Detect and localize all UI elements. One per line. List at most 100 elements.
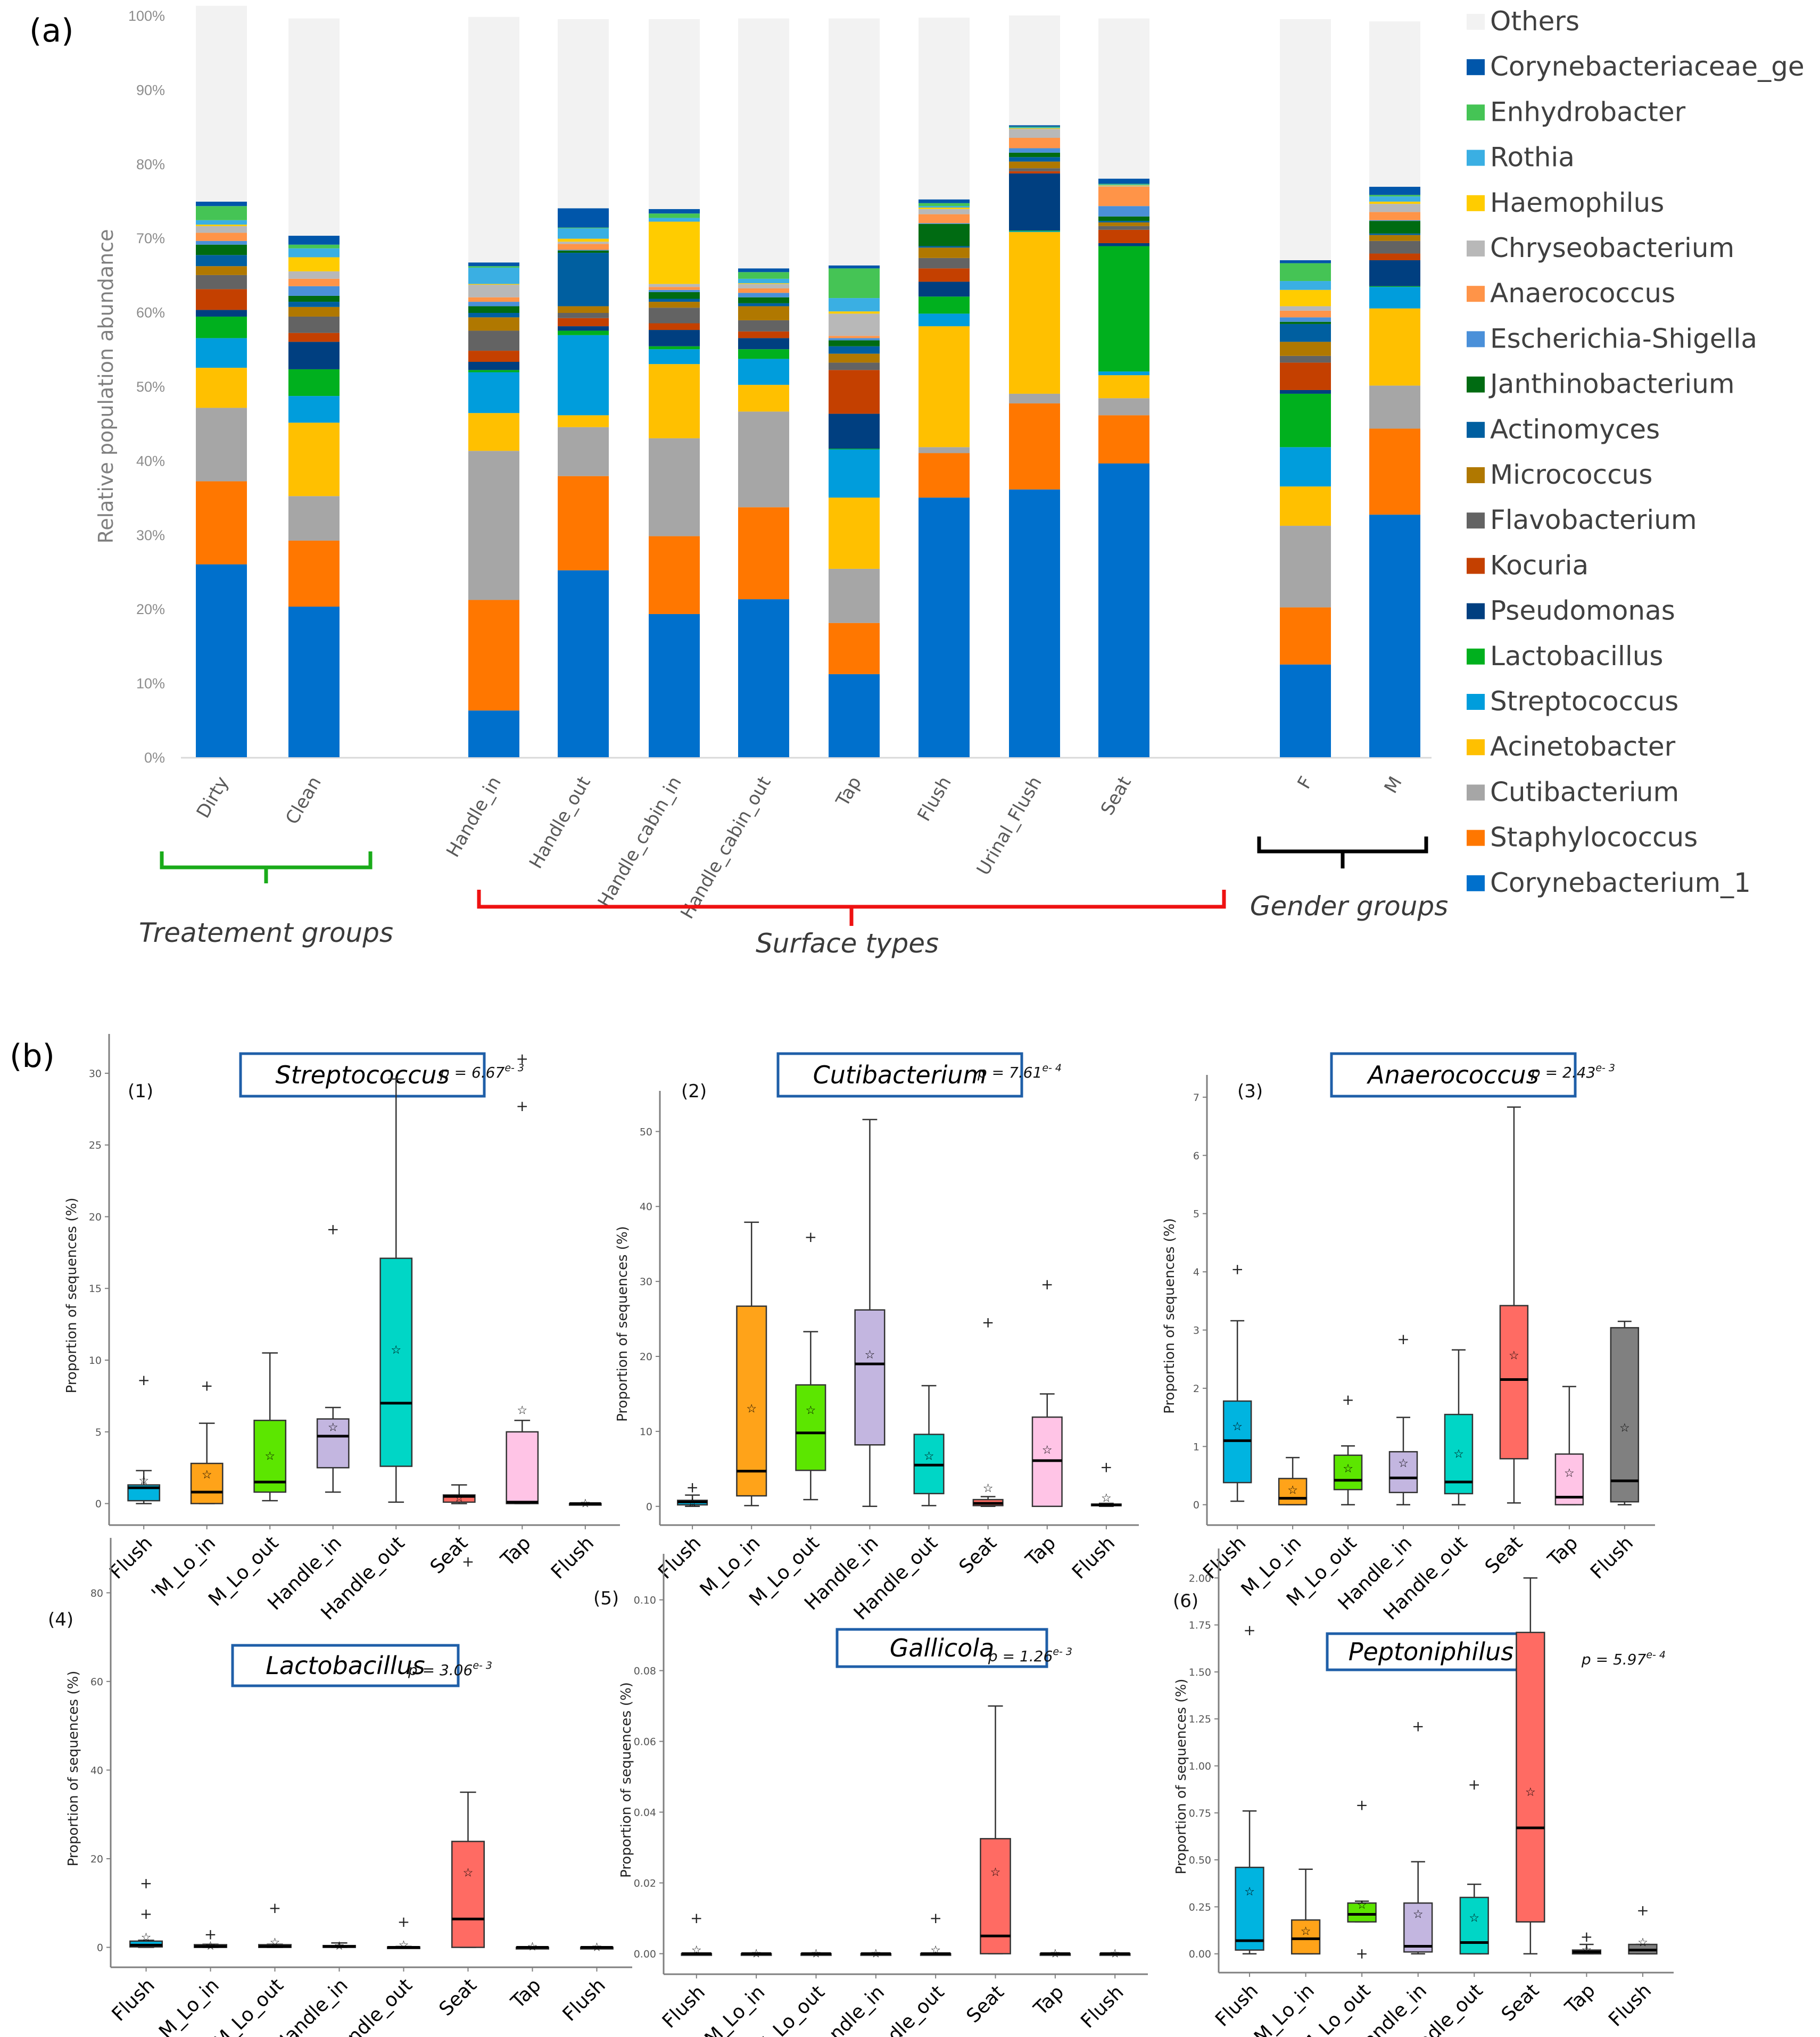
- bar-segment: [558, 250, 609, 253]
- bar-handle_out: [558, 19, 609, 757]
- box-iqr: [1278, 1478, 1308, 1505]
- p-value: p = 6.67e- 3: [440, 1062, 524, 1081]
- y-tick-label: 0.08: [634, 1665, 656, 1677]
- mean-marker: ☆: [399, 1939, 409, 1952]
- bar-segment: [1098, 187, 1149, 206]
- group-bracket: [1257, 837, 1428, 868]
- bar-segment: [919, 258, 970, 269]
- box-tap: ☆: [515, 1941, 549, 1954]
- bar-segment: [649, 308, 700, 324]
- bar-segment: [468, 302, 519, 307]
- bar-segment: [1098, 398, 1149, 416]
- mean-marker: ☆: [1356, 1899, 1367, 1912]
- bar-segment: [919, 214, 970, 223]
- bar-segment: [558, 312, 609, 318]
- legend-label: Chryseobacterium: [1490, 233, 1734, 263]
- bar-segment: [1369, 308, 1420, 386]
- panel-title: Streptococcus: [276, 1061, 450, 1089]
- boxplot-panel-6: 0.00 0.25 0.50 0.75 1.00 1.25 1.50 1.75 2.00 Prop…: [1173, 1549, 1674, 2037]
- bar-segment: [1369, 253, 1420, 261]
- x-tick-label: Seat: [955, 1532, 1001, 1578]
- mean-marker: ☆: [270, 1936, 280, 1949]
- bar-segment: [196, 244, 247, 255]
- bar-segment: [1280, 486, 1331, 526]
- bar-segment: [558, 19, 609, 209]
- bar-segment: [738, 303, 789, 307]
- outlier-marker: +: [1397, 1330, 1409, 1348]
- legend-swatch: [1467, 558, 1485, 574]
- outlier-marker: +: [690, 1909, 702, 1927]
- mean-marker: ☆: [1619, 1421, 1630, 1435]
- y-tick-label: 7: [1193, 1092, 1199, 1104]
- bar-segment: [288, 286, 340, 296]
- legend-swatch: [1467, 784, 1485, 801]
- bar-segment: [288, 342, 340, 369]
- box-handle_in: ☆+: [316, 1221, 350, 1493]
- y-tick-label: 0.00: [634, 1948, 656, 1960]
- legend-item: Streptococcus: [1467, 686, 1678, 717]
- bar-segment: [1280, 526, 1331, 608]
- y-tick-label: 80: [90, 1587, 103, 1599]
- y-tick-label: 20%: [136, 601, 165, 617]
- box-iqr: [1347, 1902, 1377, 1923]
- bar-segment: [1009, 125, 1060, 127]
- bar-segment: [649, 19, 700, 209]
- legend-label: Pseudomonas: [1490, 595, 1675, 626]
- legend-item: Chryseobacterium: [1467, 233, 1734, 263]
- bar-segment: [288, 278, 340, 286]
- bar-segment: [919, 247, 970, 258]
- panel-b-label: (b): [10, 1038, 55, 1075]
- bar-segment: [1280, 281, 1331, 290]
- bar-dirty: [196, 5, 247, 757]
- legend-item: Anaerococcus: [1467, 278, 1675, 309]
- bar-segment: [1009, 15, 1060, 126]
- bar-segment: [1280, 362, 1331, 390]
- outlier-marker: +: [1636, 1901, 1649, 1919]
- bar-segment: [196, 316, 247, 338]
- mean-marker: ☆: [517, 1404, 527, 1417]
- box-m_lo_in: ☆: [1278, 1456, 1308, 1505]
- x-tick-label: Flush: [1604, 1980, 1656, 2031]
- box-m_lo_in: ☆: [736, 1221, 767, 1506]
- bar-segment: [468, 351, 519, 362]
- y-tick-label: 15: [89, 1283, 102, 1295]
- legend-label: Janthinobacterium: [1488, 369, 1735, 400]
- bar-segment: [558, 208, 609, 228]
- bar-segment: [468, 330, 519, 351]
- bar-segment: [1369, 21, 1420, 187]
- box-m_lo_out: ☆: [253, 1352, 287, 1502]
- outlier-marker: +: [1041, 1276, 1053, 1293]
- x-tick-label: Tap: [1021, 1532, 1060, 1571]
- bar-segment: [1098, 375, 1149, 399]
- mean-marker: ☆: [924, 1450, 934, 1463]
- mean-marker: ☆: [691, 1944, 702, 1957]
- bar-segment: [649, 302, 700, 308]
- legend-label: Haemophilus: [1490, 187, 1664, 218]
- bar-segment: [288, 369, 340, 396]
- x-tick-label: Flush: [1211, 1980, 1262, 2031]
- stacked-bar-chart: 0% 10% 20% 30% 40% 50% 60% 70% 80% 90% 100% Relativ…: [94, 5, 1432, 923]
- box-seat: ☆+: [972, 1314, 1004, 1508]
- outlier-marker: +: [1231, 1261, 1243, 1278]
- bar-segment: [1009, 148, 1060, 153]
- box-handle_in: ☆+: [1388, 1330, 1418, 1505]
- bar-segment: [738, 331, 789, 338]
- y-tick-label: 0%: [144, 750, 165, 766]
- bar-segment: [1280, 355, 1331, 363]
- mean-marker: ☆: [1398, 1457, 1409, 1470]
- bar-segment: [1098, 226, 1149, 230]
- box-flush: ☆+: [681, 1909, 713, 1957]
- y-axis-label: Proportion of sequences (%): [1162, 1218, 1178, 1414]
- box-handle_out: ☆: [913, 1385, 945, 1506]
- y-tick-label: 1.25: [1189, 1713, 1211, 1725]
- box-tap: ☆+: [1031, 1276, 1063, 1508]
- legend-item: Others: [1467, 6, 1579, 37]
- bar-segment: [829, 338, 880, 341]
- mean-marker: ☆: [1509, 1349, 1519, 1363]
- legend-swatch: [1467, 376, 1485, 393]
- bar-segment: [1098, 18, 1149, 179]
- bar-handle_cabin_out: [738, 18, 789, 757]
- bar-segment: [1369, 428, 1420, 515]
- outlier-marker: +: [140, 1905, 152, 1923]
- bar-segment: [468, 413, 519, 451]
